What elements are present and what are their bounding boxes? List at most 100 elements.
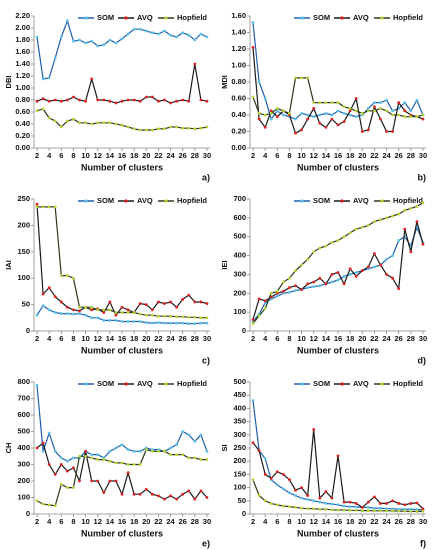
point: [391, 109, 395, 113]
y-tick-label: 0.40: [15, 119, 30, 128]
point: [397, 113, 401, 117]
point: [126, 125, 130, 129]
point: [138, 312, 142, 316]
point: [366, 265, 370, 269]
point: [281, 473, 285, 476]
point: [65, 486, 69, 489]
point: [47, 503, 51, 507]
point: [35, 446, 39, 450]
point: [59, 456, 63, 460]
legend-marker: [300, 199, 304, 203]
legend-marker: [300, 16, 304, 20]
point: [132, 127, 136, 131]
legend-label: SOM: [313, 13, 330, 22]
point: [318, 496, 322, 500]
point: [205, 321, 209, 325]
point: [59, 125, 63, 129]
x-tick-label: 8: [71, 151, 75, 160]
series-line: [36, 18, 208, 80]
x-tick-label: 6: [59, 151, 63, 160]
point: [306, 113, 310, 117]
point: [144, 29, 148, 33]
y-tick-label: 400: [233, 251, 246, 260]
x-tick-label: 16: [334, 517, 342, 526]
point: [324, 244, 328, 248]
point: [126, 320, 130, 323]
point: [318, 276, 322, 280]
y-tick-label: 50: [22, 300, 30, 309]
point: [53, 295, 57, 299]
point: [199, 126, 203, 130]
point: [169, 125, 172, 129]
point: [120, 123, 124, 127]
y-tick-label: 100: [17, 273, 30, 282]
y-tick-label: 1.60: [15, 47, 30, 56]
point: [72, 276, 75, 280]
x-tick-label: 24: [382, 334, 391, 343]
point: [47, 205, 51, 209]
y-tick-label: 0.20: [15, 131, 30, 140]
y-tick-label: 0.00: [15, 143, 30, 152]
point: [132, 320, 136, 323]
point: [78, 38, 81, 42]
point: [102, 121, 106, 125]
point: [114, 101, 118, 105]
x-tick-label: 22: [154, 517, 162, 526]
point: [72, 466, 75, 470]
y-tick-label: 0: [242, 509, 246, 518]
point: [102, 308, 106, 312]
point: [157, 127, 160, 131]
point: [144, 448, 148, 452]
point: [269, 117, 273, 121]
point: [126, 463, 130, 466]
point: [330, 113, 334, 117]
y-tick-label: 700: [233, 194, 246, 203]
point: [379, 107, 382, 110]
point: [415, 220, 419, 224]
point: [138, 99, 142, 103]
point: [348, 107, 352, 110]
legend-label: AVQ: [353, 13, 369, 22]
point: [150, 128, 154, 132]
point: [385, 502, 388, 505]
point: [354, 502, 358, 505]
point: [397, 502, 401, 505]
point: [102, 311, 106, 314]
point: [126, 471, 130, 475]
point: [35, 383, 39, 387]
point: [397, 212, 401, 216]
point: [281, 113, 285, 117]
x-tick-label: 6: [59, 334, 63, 343]
point: [205, 496, 209, 499]
point: [102, 458, 106, 461]
point: [348, 273, 352, 276]
point: [138, 27, 142, 31]
series-line: [252, 429, 424, 510]
point: [409, 207, 413, 210]
point: [373, 220, 376, 224]
y-tick-label: 0.20: [231, 126, 246, 135]
legend-label: SOM: [313, 379, 330, 388]
point: [199, 458, 203, 461]
point: [318, 113, 322, 117]
point: [78, 305, 81, 309]
x-tick-label: 10: [81, 517, 89, 526]
legend-label: SOM: [313, 196, 330, 205]
x-tick-label: 22: [370, 517, 378, 526]
point: [41, 77, 45, 81]
point: [78, 312, 81, 315]
y-tick-label: 100: [233, 483, 246, 492]
legend-label: Hopfield: [177, 379, 207, 388]
point: [199, 489, 203, 493]
point: [257, 80, 261, 84]
point: [59, 463, 63, 466]
y-tick-label: 2.20: [15, 11, 30, 20]
point: [281, 109, 285, 113]
point: [47, 308, 51, 312]
point: [157, 449, 160, 453]
y-tick-label: 0.40: [231, 110, 246, 119]
point: [275, 115, 279, 119]
point: [391, 130, 395, 133]
point: [181, 126, 185, 130]
x-tick-label: 12: [94, 334, 102, 343]
